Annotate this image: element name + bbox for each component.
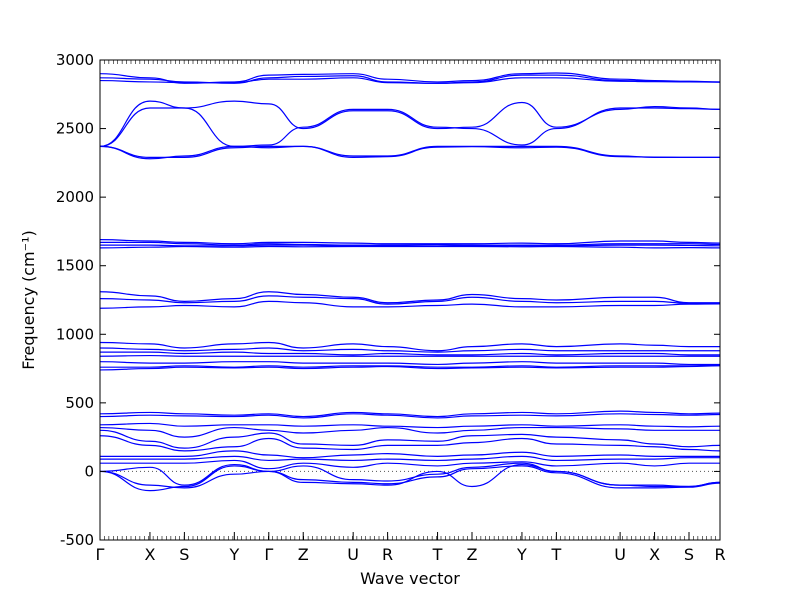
x-axis-label: Wave vector: [360, 569, 460, 588]
phonon-branch-29: [100, 455, 720, 462]
y-tick-label: 0: [84, 462, 94, 480]
kpoint-label: X: [144, 545, 155, 564]
phonon-branch-24: [99, 422, 721, 429]
kpoint-label: T: [432, 545, 443, 564]
y-axis-label: Frequency (cm⁻¹): [19, 230, 38, 369]
kpoint-label: Y: [228, 545, 239, 564]
phonon-branch-23: [99, 413, 721, 419]
phonon-branch-26: [99, 429, 721, 449]
y-tick-label: 1500: [56, 257, 94, 275]
kpoint-label: R: [382, 545, 393, 564]
kpoint-label: Z: [298, 545, 309, 564]
y-axis-ticks: -500 0 500 1000 1500 2000 2500 3000: [56, 51, 720, 549]
kpoint-label: Γ: [264, 545, 273, 564]
y-tick-label: -500: [60, 531, 94, 549]
phonon-branch-8: [99, 239, 721, 245]
kpoint-label: S: [684, 545, 694, 564]
y-tick-label: 500: [65, 394, 94, 412]
phonon-branch-10: [99, 244, 721, 247]
kpoint-label: Y: [516, 545, 527, 564]
phonon-branch-14: [99, 300, 721, 309]
minor-tick-layer: [99, 60, 721, 540]
phonon-branch-19: [99, 361, 720, 366]
phonon-branch-13: [99, 295, 720, 305]
plot-area: [99, 59, 721, 541]
phonon-branch-15: [99, 341, 720, 352]
phonon-branch-20: [100, 364, 721, 368]
kpoint-label: U: [347, 545, 359, 564]
kpoint-label: R: [714, 545, 725, 564]
kpoint-label: S: [179, 545, 189, 564]
phonon-branch-30: [99, 459, 720, 470]
phonon-branch-18: [99, 354, 720, 357]
y-tick-label: 2500: [56, 120, 94, 138]
phonon-branch-31: [99, 462, 721, 488]
phonon-branch-25: [99, 426, 720, 438]
kpoint-label: Γ: [96, 545, 105, 564]
kpoint-label: U: [614, 545, 626, 564]
kpoint-label: T: [550, 545, 561, 564]
phonon-branch-27: [99, 435, 721, 452]
phonon-branch-21: [99, 365, 721, 371]
plot-background: [100, 60, 720, 540]
phonon-branch-28: [100, 450, 720, 459]
phonon-branch-33: [99, 463, 721, 492]
y-tick-label: 1000: [56, 325, 94, 343]
phonon-branch-32: [99, 465, 721, 489]
phonon-branch-17: [100, 351, 720, 356]
series-layer: [99, 72, 721, 492]
phonon-branch-7: [99, 145, 720, 160]
phonon-branch-3: [99, 77, 721, 84]
plot-frame: [99, 59, 721, 541]
phonon-branch-22: [99, 410, 721, 418]
y-tick-label: 3000: [56, 51, 94, 69]
kpoint-label: X: [649, 545, 660, 564]
phonon-branch-11: [99, 245, 721, 249]
phonon-branch-12: [99, 291, 720, 304]
y-tick-label: 2000: [56, 188, 94, 206]
phonon-branch-16: [99, 347, 720, 353]
phonon-branch-9: [99, 241, 721, 246]
kpoint-label: Z: [467, 545, 478, 564]
phonon-branch-5: [99, 107, 721, 148]
